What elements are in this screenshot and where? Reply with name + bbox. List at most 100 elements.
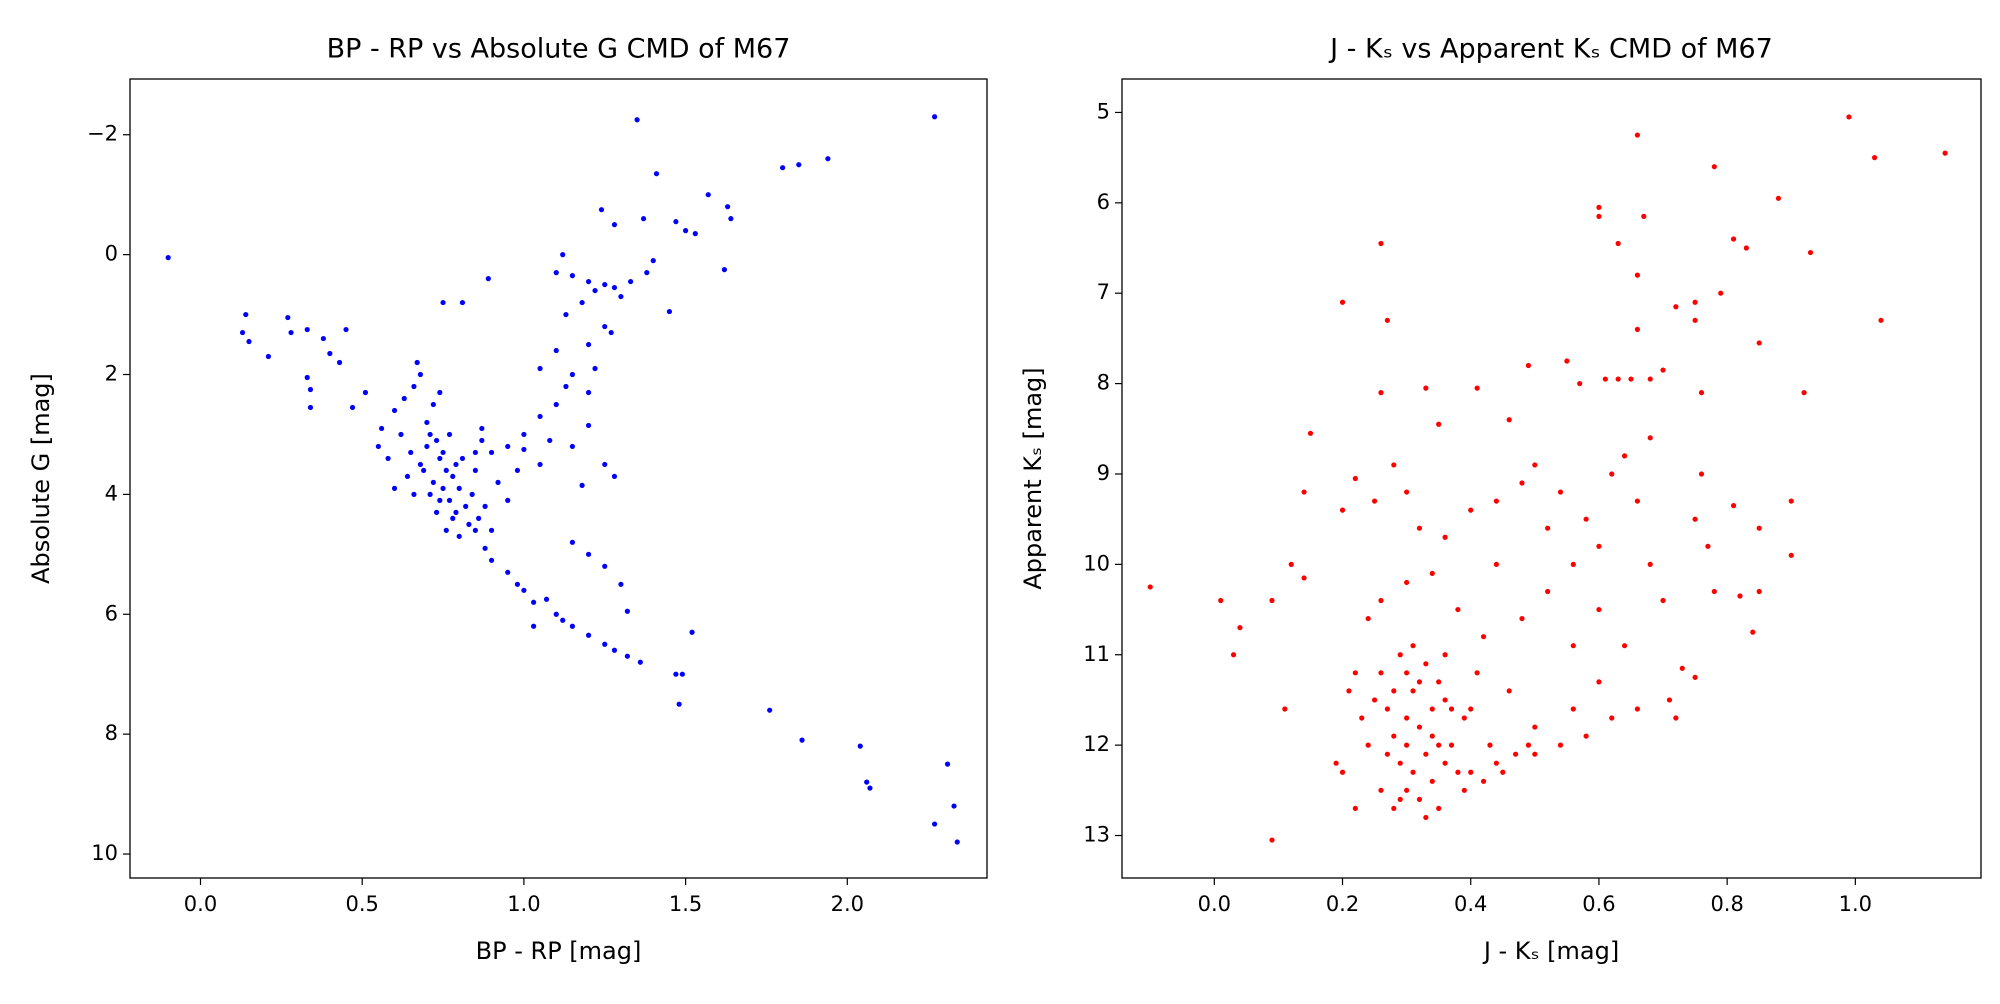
data-point bbox=[585, 551, 592, 557]
data-point bbox=[427, 491, 433, 497]
data-point bbox=[349, 404, 356, 411]
data-point bbox=[1500, 769, 1506, 775]
data-point bbox=[1474, 670, 1480, 676]
data-point bbox=[239, 329, 246, 336]
x-axis-label: BP - RP [mag] bbox=[476, 937, 642, 965]
data-point bbox=[1359, 715, 1365, 721]
data-point bbox=[1846, 114, 1852, 120]
y-tick-label: 13 bbox=[1083, 823, 1110, 847]
data-point bbox=[437, 497, 443, 503]
data-point bbox=[1641, 213, 1647, 219]
x-tick-label: 0.6 bbox=[1582, 892, 1615, 916]
data-point bbox=[456, 485, 462, 491]
data-point bbox=[1365, 742, 1371, 748]
data-point bbox=[430, 401, 436, 408]
data-point bbox=[459, 455, 466, 462]
data-point bbox=[1410, 769, 1416, 775]
data-point bbox=[1545, 525, 1551, 531]
data-point bbox=[867, 785, 873, 791]
data-point bbox=[1468, 706, 1474, 712]
data-point bbox=[476, 515, 482, 521]
data-point bbox=[602, 461, 608, 468]
x-tick-label: 1.0 bbox=[1839, 892, 1872, 916]
data-point bbox=[1570, 643, 1576, 649]
data-point bbox=[1679, 665, 1685, 671]
data-point bbox=[1743, 245, 1749, 251]
data-point bbox=[825, 156, 831, 162]
data-point bbox=[165, 255, 171, 261]
y-tick-label: 0 bbox=[105, 242, 118, 266]
data-point bbox=[1570, 706, 1576, 712]
data-point bbox=[530, 623, 537, 629]
data-point bbox=[411, 383, 417, 390]
data-point bbox=[362, 389, 369, 396]
data-point bbox=[579, 299, 585, 306]
data-point bbox=[427, 431, 433, 438]
y-tick-label: 6 bbox=[105, 601, 118, 625]
data-point bbox=[628, 278, 634, 285]
data-point bbox=[1404, 715, 1410, 721]
x-tick-label: 0.0 bbox=[1198, 892, 1231, 916]
data-point bbox=[485, 276, 491, 282]
data-point bbox=[505, 569, 511, 575]
data-point bbox=[1352, 670, 1358, 676]
data-point bbox=[537, 413, 543, 420]
data-point bbox=[1391, 462, 1397, 468]
data-point bbox=[285, 314, 291, 321]
data-point bbox=[618, 581, 624, 587]
data-point bbox=[1493, 561, 1499, 567]
data-point bbox=[644, 270, 650, 276]
data-point bbox=[553, 611, 559, 617]
data-point bbox=[1378, 597, 1384, 604]
data-point bbox=[1346, 688, 1352, 694]
data-point bbox=[602, 281, 608, 288]
data-point bbox=[569, 443, 576, 450]
data-point bbox=[1384, 751, 1390, 757]
y-tick-label: 9 bbox=[1097, 461, 1110, 485]
data-point bbox=[618, 293, 624, 300]
axes-frame bbox=[129, 78, 988, 879]
data-point bbox=[398, 431, 404, 438]
data-point bbox=[767, 707, 773, 713]
y-tick-label: 10 bbox=[91, 841, 118, 865]
data-point bbox=[1871, 155, 1878, 161]
data-point bbox=[611, 473, 618, 480]
data-point bbox=[1583, 516, 1589, 522]
data-point bbox=[1711, 588, 1717, 595]
data-point bbox=[243, 311, 249, 318]
data-point bbox=[307, 386, 314, 393]
x-tick-label: 0.0 bbox=[184, 892, 217, 916]
data-point bbox=[1423, 385, 1429, 391]
data-point bbox=[1692, 299, 1698, 305]
data-point bbox=[450, 473, 456, 480]
data-point bbox=[1339, 769, 1346, 775]
data-point bbox=[944, 761, 951, 767]
data-point bbox=[585, 278, 592, 285]
data-point bbox=[488, 449, 495, 456]
data-point bbox=[650, 258, 656, 264]
data-point bbox=[472, 467, 478, 474]
data-point bbox=[1371, 498, 1378, 504]
data-point bbox=[1596, 679, 1602, 685]
data-point bbox=[569, 371, 576, 378]
data-point bbox=[307, 404, 314, 411]
data-point bbox=[514, 467, 521, 474]
x-tick-label: 0.8 bbox=[1710, 892, 1743, 916]
data-point bbox=[954, 839, 960, 845]
data-point bbox=[327, 350, 333, 357]
data-point bbox=[857, 743, 863, 749]
data-point bbox=[1775, 195, 1782, 201]
data-point bbox=[1801, 390, 1807, 396]
data-point bbox=[679, 671, 685, 677]
data-point bbox=[1423, 751, 1429, 757]
data-point bbox=[1410, 688, 1416, 694]
data-point bbox=[1596, 543, 1602, 549]
data-point bbox=[796, 162, 802, 168]
data-point bbox=[1448, 742, 1455, 748]
data-point bbox=[1628, 376, 1634, 382]
data-point bbox=[728, 216, 734, 222]
data-point bbox=[1647, 561, 1653, 567]
data-point bbox=[1371, 697, 1378, 703]
data-point bbox=[569, 273, 576, 279]
